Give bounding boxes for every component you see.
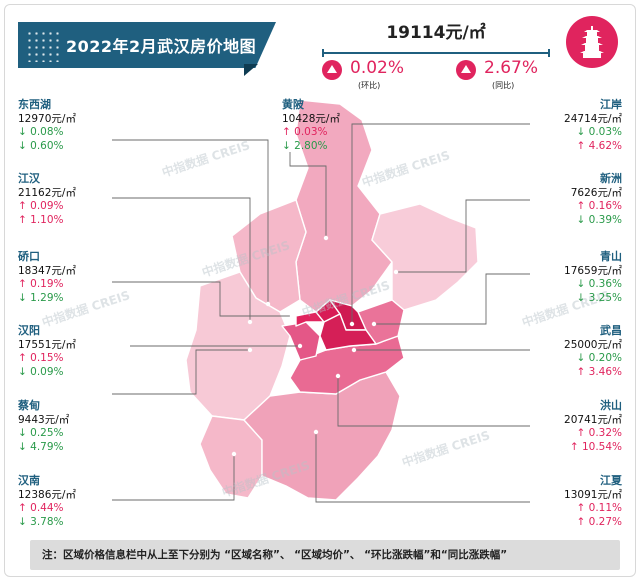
city-mom-caption: (环比) [358, 81, 381, 90]
district-hongshan: 洪山 20741元/㎡ ↑ 0.32% ↑ 10.54% [482, 399, 622, 454]
city-average-price: 19114元/㎡ [386, 23, 486, 43]
district-name: 武昌 [600, 324, 622, 337]
district-price: 7626元/㎡ [570, 187, 622, 199]
district-mom: ↓ 0.08% [18, 126, 64, 138]
district-yoy: ↑ 4.62% [576, 139, 623, 152]
city-yoy-caption: (同比) [492, 81, 515, 90]
district-price: 18347元/㎡ [18, 265, 76, 277]
up-triangle-icon [322, 60, 342, 80]
district-yoy: ↓ 3.78% [18, 515, 64, 528]
district-yoy: ↓ 3.25% [576, 291, 623, 304]
district-name: 黄陂 [282, 98, 304, 111]
city-yoy-value: 2.67% [484, 58, 539, 78]
district-mom: ↑ 0.16% [576, 200, 623, 212]
district-price: 9443元/㎡ [18, 414, 70, 426]
district-jiangan: 江岸 24714元/㎡ ↓ 0.03% ↑ 4.62% [482, 98, 622, 153]
district-yoy: ↓ 0.09% [18, 365, 64, 378]
district-name: 汉阳 [18, 324, 40, 337]
district-price: 17659元/㎡ [564, 265, 622, 277]
district-yoy: ↑ 3.46% [576, 365, 623, 378]
pagoda-icon [580, 26, 604, 58]
dot-grid-icon [26, 30, 62, 62]
district-price: 21162元/㎡ [18, 187, 76, 199]
district-huangpi: 黄陂 10428元/㎡ ↑ 0.03% ↓ 2.80% [282, 98, 422, 153]
district-yoy: ↓ 0.39% [576, 213, 623, 226]
district-dongxihu: 东西湖 12970元/㎡ ↓ 0.08% ↓ 0.60% [18, 98, 158, 153]
district-price: 12386元/㎡ [18, 489, 76, 501]
district-mom: ↑ 0.03% [282, 126, 328, 138]
district-jianghan: 江汉 21162元/㎡ ↑ 0.09% ↑ 1.10% [18, 172, 158, 227]
district-mom: ↓ 0.03% [576, 126, 623, 138]
district-mom: ↑ 0.15% [18, 352, 64, 364]
district-name: 青山 [600, 250, 622, 263]
district-yoy: ↑ 0.27% [576, 515, 623, 528]
district-price: 12970元/㎡ [18, 113, 76, 125]
district-mom: ↓ 0.20% [576, 352, 623, 364]
city-mom-value: 0.02% [350, 58, 405, 78]
district-name: 东西湖 [18, 98, 51, 111]
district-xinzhou: 新洲 7626元/㎡ ↑ 0.16% ↓ 0.39% [482, 172, 622, 227]
district-qiaokou: 硚口 18347元/㎡ ↑ 0.19% ↓ 1.29% [18, 250, 158, 305]
footer-note: 注：区域价格信息栏中从上至下分别为 “区域名称”、 “区域均价”、 “环比涨跌幅… [30, 540, 620, 570]
district-price: 25000元/㎡ [564, 339, 622, 351]
district-hannan: 汉南 12386元/㎡ ↑ 0.44% ↓ 3.78% [18, 474, 158, 529]
district-wuchang: 武昌 25000元/㎡ ↓ 0.20% ↑ 3.46% [482, 324, 622, 379]
district-caidian: 蔡甸 9443元/㎡ ↓ 0.25% ↓ 4.79% [18, 399, 158, 454]
district-price: 20741元/㎡ [564, 414, 622, 426]
district-name: 蔡甸 [18, 399, 40, 412]
district-name: 江岸 [600, 98, 622, 111]
district-name: 硚口 [18, 250, 40, 263]
district-price: 10428元/㎡ [282, 113, 340, 125]
district-qingshan: 青山 17659元/㎡ ↓ 0.36% ↓ 3.25% [482, 250, 622, 305]
district-price: 17551元/㎡ [18, 339, 76, 351]
district-mom: ↑ 0.11% [576, 502, 623, 514]
district-price: 13091元/㎡ [564, 489, 622, 501]
district-name: 新洲 [600, 172, 622, 185]
district-name: 洪山 [600, 399, 622, 412]
district-mom: ↑ 0.09% [18, 200, 64, 212]
district-mom: ↑ 0.19% [18, 278, 64, 290]
district-yoy: ↓ 2.80% [282, 139, 328, 152]
yellow-crane-tower-logo [566, 16, 618, 68]
district-name: 江汉 [18, 172, 40, 185]
district-mom: ↑ 0.32% [576, 427, 623, 439]
district-mom: ↑ 0.44% [18, 502, 64, 514]
district-yoy: ↓ 1.29% [18, 291, 64, 304]
city-average-box: 19114元/㎡ [322, 16, 550, 57]
district-yoy: ↑ 1.10% [18, 213, 64, 226]
page-title: 2022年2月武汉房价地图 [66, 37, 257, 56]
district-price: 24714元/㎡ [564, 113, 622, 125]
district-yoy: ↑ 10.54% [569, 440, 622, 453]
up-triangle-icon [456, 60, 476, 80]
district-mom: ↓ 0.36% [576, 278, 623, 290]
district-name: 汉南 [18, 474, 40, 487]
district-hanyang: 汉阳 17551元/㎡ ↑ 0.15% ↓ 0.09% [18, 324, 158, 379]
district-mom: ↓ 0.25% [18, 427, 64, 439]
district-jiangxia: 江夏 13091元/㎡ ↑ 0.11% ↑ 0.27% [482, 474, 622, 529]
average-bracket-line [322, 49, 550, 57]
district-yoy: ↓ 4.79% [18, 440, 64, 453]
district-name: 江夏 [600, 474, 622, 487]
district-yoy: ↓ 0.60% [18, 139, 64, 152]
